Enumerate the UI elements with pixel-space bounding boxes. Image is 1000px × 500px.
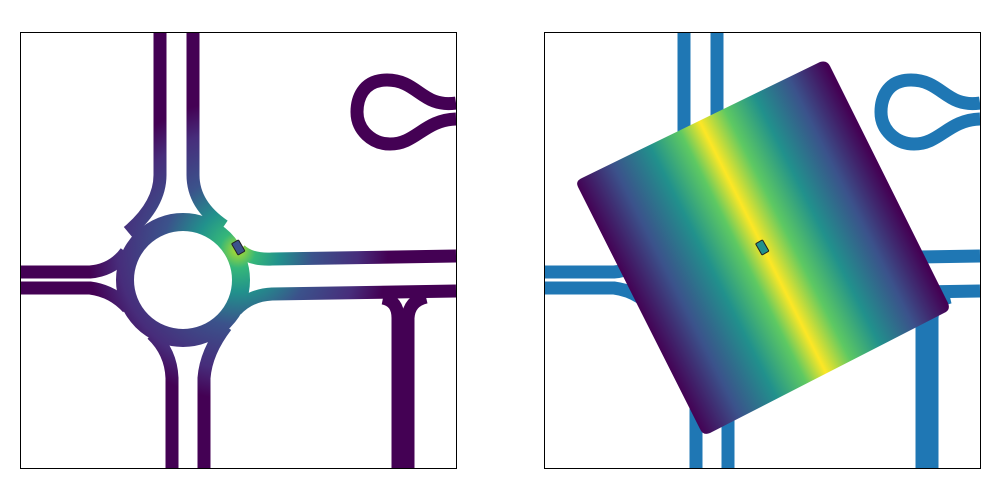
vehicle xyxy=(755,239,770,256)
left-frame xyxy=(20,32,457,469)
right-map xyxy=(544,32,980,468)
left-map xyxy=(20,32,456,468)
right-frame xyxy=(544,32,981,469)
vehicle xyxy=(231,239,246,256)
